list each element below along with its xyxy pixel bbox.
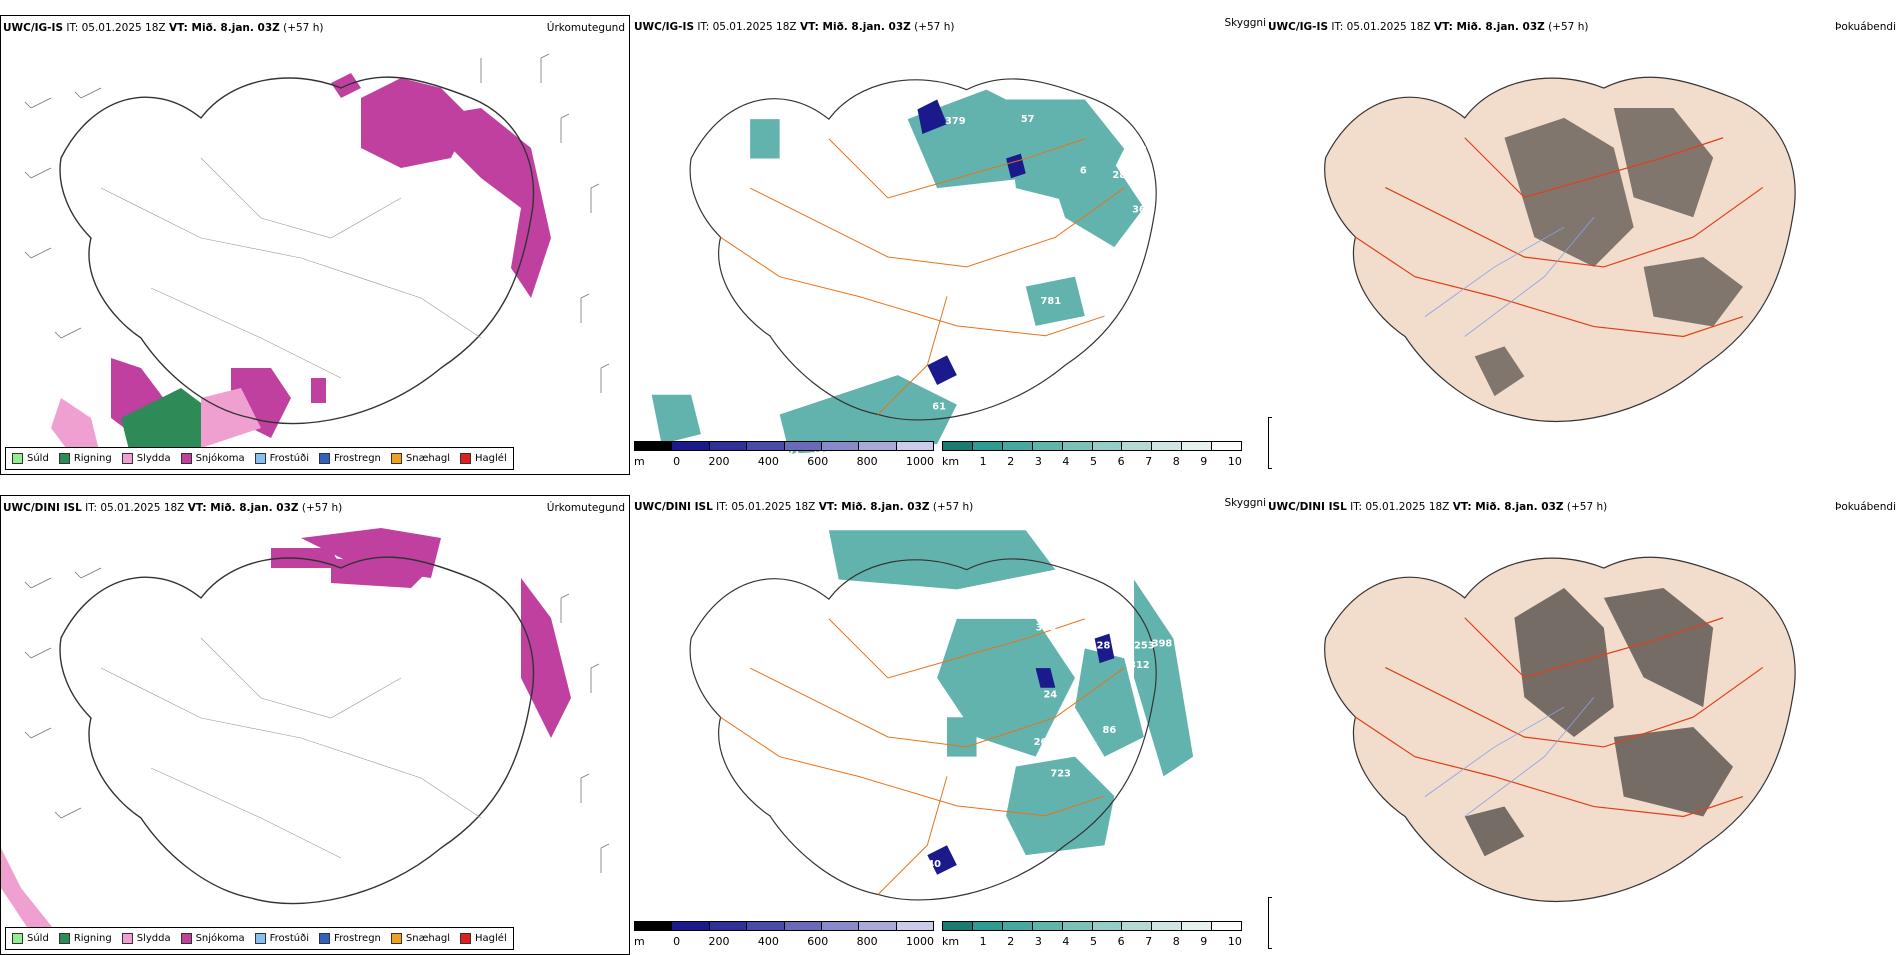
- precip-map: [24, 53, 610, 468]
- precip-type-legend: Súld Rigning Slydda Snjókoma Frostúði Fr…: [5, 447, 514, 470]
- roads: [100, 157, 482, 379]
- precip-map: [1, 528, 610, 948]
- visibility-colorbar: km 1 2 3 4 5 6 7 8 9 10: [942, 441, 1242, 471]
- value-label: 253: [1134, 640, 1155, 651]
- value-label: 86: [1103, 725, 1117, 736]
- value-label: 767: [1126, 146, 1147, 157]
- low-visibility-area: [828, 530, 1194, 856]
- low-cloud-base-area: [927, 633, 1115, 875]
- fog-legend: 0 60: [1268, 897, 1272, 949]
- value-label: 379: [945, 116, 966, 127]
- snow-area: [271, 528, 571, 738]
- coastline: [689, 78, 1157, 421]
- rivers: [1424, 696, 1595, 817]
- value-label: 781: [1041, 296, 1062, 307]
- roads: [720, 138, 1125, 415]
- value-label: 57: [1021, 114, 1035, 125]
- value-label: 40: [927, 859, 941, 870]
- panel-cloud-row2: UWC/DINI ISL IT: 05.01.2025 18Z VT: Mið.…: [632, 495, 1272, 955]
- legend-item: Haglél: [460, 933, 507, 944]
- cloud-base-colorbar: m 0 200 400 600 800 1000: [634, 921, 934, 951]
- fog-map: [1324, 76, 1796, 423]
- panel-precip-type-row1: UWC/IG-IS IT: 05.01.2025 18Z VT: Mið. 8.…: [0, 15, 630, 475]
- rain-area: [121, 388, 221, 458]
- cloud-map: 379 57 767 6 289 36 969 781 61 501 498: [651, 78, 1177, 457]
- panel-header: UWC/IG-IS IT: 05.01.2025 18Z VT: Mið. 8.…: [1268, 21, 1589, 33]
- fog-legend: 0 60: [1268, 417, 1272, 469]
- panel-header: UWC/DINI ISL IT: 05.01.2025 18Z VT: Mið.…: [3, 502, 343, 514]
- sleet-area: [1, 848, 61, 948]
- value-label: 312: [1129, 660, 1150, 671]
- coastline: [689, 558, 1157, 901]
- panel-fog-row2: UWC/DINI ISL IT: 05.01.2025 18Z VT: Mið.…: [1266, 495, 1900, 955]
- value-label: 969: [1156, 149, 1177, 160]
- panel-precip-type-row2: UWC/DINI ISL IT: 05.01.2025 18Z VT: Mið.…: [0, 495, 630, 955]
- sleet-area: [51, 388, 261, 468]
- fog-map: [1324, 556, 1796, 903]
- roads: [720, 618, 1125, 895]
- wind-barbs: [24, 567, 610, 873]
- value-label: 36: [1132, 205, 1146, 216]
- low-visibility-area: [651, 89, 1144, 454]
- fog-area: [1464, 587, 1734, 857]
- legend-item: Haglél: [460, 453, 507, 464]
- panel-header: UWC/DINI ISL IT: 05.01.2025 18Z VT: Mið.…: [634, 501, 974, 513]
- panel-title: Þokuábendi: [1835, 501, 1896, 513]
- legend-item: Rigning: [58, 453, 112, 464]
- panel-title: Skyggni: [1224, 17, 1267, 29]
- value-label: 26: [1034, 737, 1048, 748]
- cloud-map: 73 338 28 253 312 398 24 86 26 225 723 4…: [689, 530, 1194, 901]
- coastline: [59, 76, 535, 425]
- value-label: 6: [1080, 165, 1087, 176]
- precip-type-legend: Súld Rigning Slydda Snjókoma Frostúði Fr…: [5, 927, 514, 950]
- panel-cloud-row1: UWC/IG-IS IT: 05.01.2025 18Z VT: Mið. 8.…: [632, 15, 1272, 475]
- panel-fog-row1: UWC/IG-IS IT: 05.01.2025 18Z VT: Mið. 8.…: [1266, 15, 1900, 475]
- low-cloud-base-area: [917, 99, 1026, 385]
- legend-item: Frostregn: [319, 933, 381, 944]
- legend-item: Súld: [12, 933, 49, 944]
- value-label: 73: [1065, 576, 1079, 587]
- panel-header: UWC/IG-IS IT: 05.01.2025 18Z VT: Mið. 8.…: [634, 21, 955, 33]
- panel-title: Úrkomutegund: [546, 22, 625, 34]
- panel-header: UWC/DINI ISL IT: 05.01.2025 18Z VT: Mið.…: [1268, 501, 1608, 513]
- panel-title: Þokuábendi: [1835, 21, 1896, 33]
- legend-item: Snæhagl: [390, 933, 450, 944]
- value-label: 24: [1043, 690, 1057, 701]
- value-label: 338: [1036, 623, 1057, 634]
- panel-title: Úrkomutegund: [546, 502, 625, 514]
- wind-barbs: [24, 53, 610, 393]
- legend-item: Rigning: [58, 933, 112, 944]
- value-label: 501: [780, 446, 801, 457]
- legend-item: Frostúði: [254, 933, 309, 944]
- visibility-colorbar: km 1 2 3 4 5 6 7 8 9 10: [942, 921, 1242, 951]
- legend-item: Frostregn: [319, 453, 381, 464]
- panel-title: Skyggni: [1224, 497, 1267, 509]
- cloud-base-colorbar: m 0 200 400 600 800 1000: [634, 441, 934, 471]
- legend-item: Súld: [12, 453, 49, 464]
- rivers: [1424, 216, 1595, 337]
- value-label: 398: [1152, 638, 1173, 649]
- legend-item: Slydda: [121, 933, 171, 944]
- value-label: 28: [1097, 640, 1111, 651]
- panel-header: UWC/IG-IS IT: 05.01.2025 18Z VT: Mið. 8.…: [3, 22, 324, 34]
- roads: [1355, 617, 1764, 818]
- fog-area: [1474, 107, 1743, 397]
- value-label: 225: [1077, 741, 1098, 752]
- legend-item: Slydda: [121, 453, 171, 464]
- legend-item: Frostúði: [254, 453, 309, 464]
- coastline: [59, 556, 535, 905]
- roads: [100, 637, 482, 859]
- legend-item: Snæhagl: [390, 453, 450, 464]
- legend-item: Snjókoma: [180, 453, 245, 464]
- roads: [1355, 137, 1764, 338]
- value-label: 289: [1112, 170, 1133, 181]
- value-label: 61: [932, 402, 946, 413]
- legend-item: Snjókoma: [180, 933, 245, 944]
- value-label: 723: [1050, 768, 1071, 779]
